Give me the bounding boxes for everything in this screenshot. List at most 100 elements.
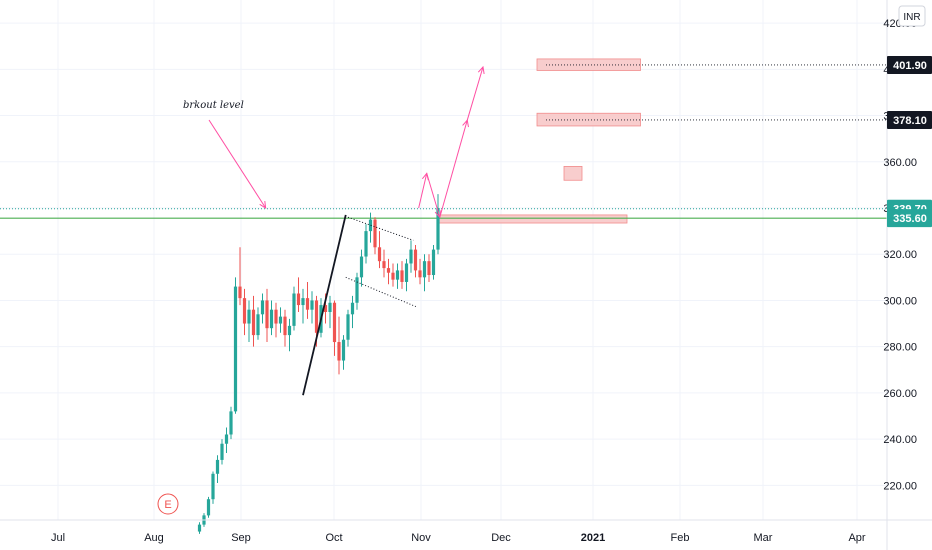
flag-lower-line <box>345 276 418 308</box>
candle[interactable] <box>436 194 440 255</box>
price-axis-label-bg <box>887 110 932 129</box>
price-axis-label[interactable]: 401.90 <box>887 55 932 74</box>
time-tick-label: Nov <box>411 532 431 544</box>
candle-body <box>215 459 220 474</box>
candle[interactable] <box>364 224 368 264</box>
candle[interactable] <box>341 335 346 370</box>
candle[interactable] <box>395 263 400 289</box>
candle-body <box>431 249 436 276</box>
candle[interactable] <box>368 212 373 243</box>
candle[interactable] <box>377 231 382 269</box>
price-axis-label[interactable]: 378.10 <box>887 110 932 129</box>
candle-body <box>287 325 292 336</box>
candle[interactable] <box>413 244 418 278</box>
candle[interactable] <box>256 307 260 340</box>
arrow-head <box>477 65 485 75</box>
candle[interactable] <box>233 277 238 414</box>
time-tick-label: Feb <box>671 532 690 544</box>
projection-arrow-3 <box>439 119 469 218</box>
candle[interactable] <box>328 295 332 329</box>
candle-body <box>350 302 355 315</box>
price-axis[interactable]: 220.00240.00260.00280.00300.00320.00340.… <box>883 0 932 550</box>
horizontal-lines <box>0 64 887 219</box>
candle-body <box>242 298 247 324</box>
candle[interactable] <box>301 288 305 324</box>
candle[interactable] <box>332 300 337 356</box>
candle[interactable] <box>391 263 395 287</box>
time-tick-label: Sep <box>231 532 251 544</box>
candle-body <box>413 249 418 271</box>
target-zone-rect <box>563 165 583 181</box>
candle[interactable] <box>260 293 265 324</box>
candle[interactable] <box>229 406 233 440</box>
candle[interactable] <box>373 217 377 255</box>
price-axis-label-text: 378.10 <box>893 115 927 127</box>
candle[interactable] <box>220 439 224 465</box>
candle[interactable] <box>409 240 413 273</box>
price-tick-label: 280.00 <box>883 342 917 354</box>
candle[interactable] <box>292 286 296 331</box>
earnings-marker[interactable]: E <box>157 493 179 515</box>
candle-body <box>395 270 400 280</box>
candle[interactable] <box>418 258 422 285</box>
candle[interactable] <box>242 288 247 336</box>
candle[interactable] <box>287 318 292 352</box>
candle[interactable] <box>310 291 314 324</box>
time-tick-label: 2021 <box>581 532 605 544</box>
candle-body <box>314 300 319 333</box>
candle[interactable] <box>355 272 359 310</box>
candle[interactable] <box>359 249 364 287</box>
currency-badge[interactable]: INR <box>898 5 926 27</box>
arrow-shaft <box>208 119 267 209</box>
candle[interactable] <box>197 522 202 534</box>
candle[interactable] <box>382 249 386 278</box>
candle-body <box>296 293 301 306</box>
candle[interactable] <box>278 307 283 333</box>
candle[interactable] <box>265 288 269 343</box>
arrow-head <box>259 200 267 209</box>
candle[interactable] <box>346 309 350 347</box>
candle[interactable] <box>251 295 256 347</box>
candle[interactable] <box>283 309 287 347</box>
price-axis-label-text: 401.90 <box>893 60 927 72</box>
candle[interactable] <box>296 277 301 312</box>
candle[interactable] <box>404 258 409 292</box>
target-zones <box>437 58 641 224</box>
candle[interactable] <box>274 302 278 338</box>
candle[interactable] <box>431 244 436 280</box>
candle-body <box>292 293 296 326</box>
earnings-marker-label: E <box>164 499 171 511</box>
price-axis-label[interactable]: 335.60 <box>887 209 932 228</box>
candle[interactable] <box>211 471 215 504</box>
candle-body <box>233 286 238 412</box>
candle-body <box>220 443 224 460</box>
time-tick-label: Mar <box>754 532 773 544</box>
price-tick-label: 220.00 <box>883 480 917 492</box>
candle[interactable] <box>427 254 431 282</box>
candle-body <box>436 208 440 250</box>
time-axis[interactable]: Jul Aug Sep Oct Nov Dec 2021 Feb Mar Apr <box>0 519 932 544</box>
candle[interactable] <box>337 316 341 375</box>
flag-upper-line <box>347 216 414 241</box>
candle[interactable] <box>386 258 391 285</box>
candlesticks <box>197 194 440 534</box>
candle-body <box>400 270 404 282</box>
price-axis-label-text: 335.60 <box>893 213 927 225</box>
candle[interactable] <box>269 300 274 336</box>
candle[interactable] <box>350 295 355 329</box>
candle[interactable] <box>400 261 404 289</box>
candle[interactable] <box>305 281 310 319</box>
candle-body <box>341 339 346 361</box>
candle[interactable] <box>215 455 220 484</box>
candle-body <box>386 268 391 273</box>
candle[interactable] <box>422 254 427 292</box>
price-tick-label: 300.00 <box>883 295 917 307</box>
candle[interactable] <box>224 427 229 453</box>
candle[interactable] <box>238 247 242 306</box>
candle-body <box>391 272 395 280</box>
candle-body <box>274 309 278 324</box>
candle-body <box>265 300 269 329</box>
candle[interactable] <box>206 496 211 518</box>
candle[interactable] <box>247 300 251 343</box>
